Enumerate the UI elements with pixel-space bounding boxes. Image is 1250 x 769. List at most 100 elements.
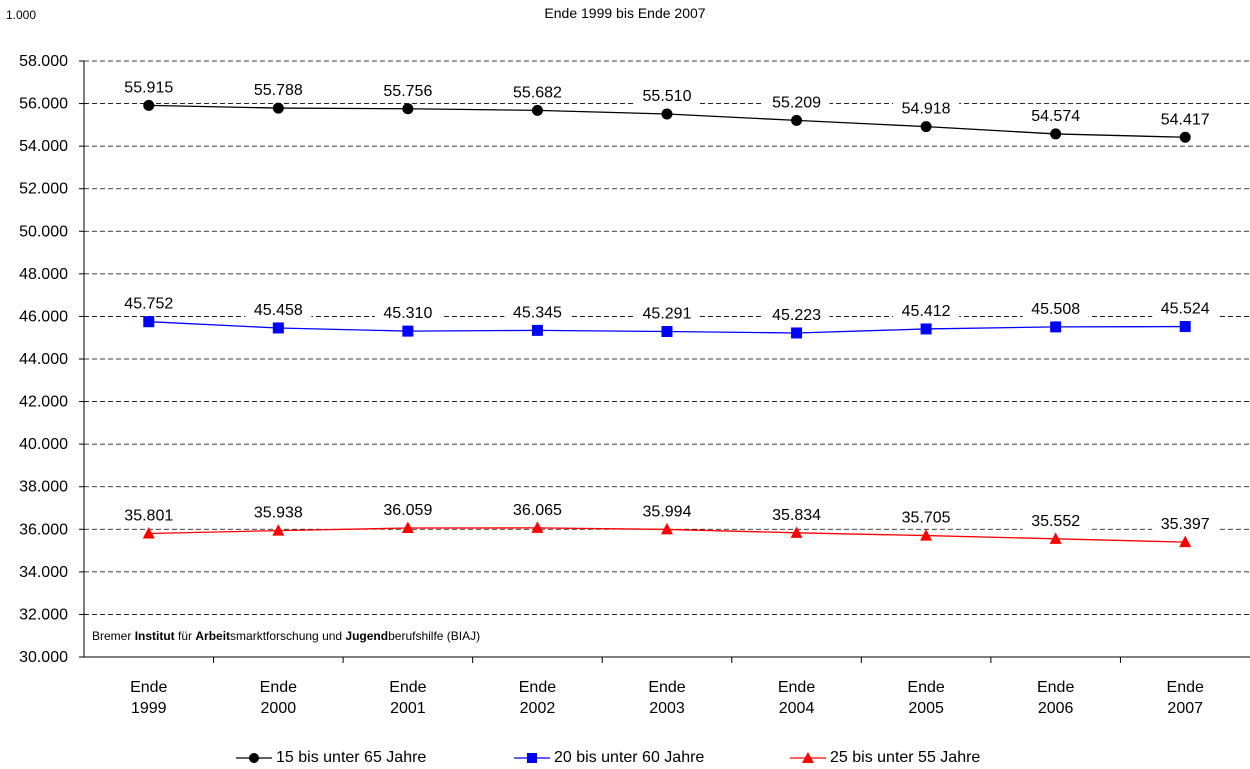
data-label-bg xyxy=(1022,508,1089,531)
y-tick-label: 52.000 xyxy=(19,181,68,198)
y-tick-label: 56.000 xyxy=(19,96,68,113)
source-text: Bremer xyxy=(92,629,135,643)
data-label: 55.510 xyxy=(643,88,692,105)
data-label: 54.918 xyxy=(902,101,951,118)
y-tick-label: 50.000 xyxy=(19,223,68,240)
data-label: 55.209 xyxy=(772,94,821,111)
data-label: 45.412 xyxy=(902,303,951,320)
data-point xyxy=(920,323,932,335)
data-label: 45.458 xyxy=(254,302,303,319)
data-label-bg xyxy=(893,298,960,321)
data-label: 45.508 xyxy=(1031,301,1080,318)
data-label: 45.223 xyxy=(772,307,821,324)
legend: 15 bis unter 65 Jahre 20 bis unter 60 Ja… xyxy=(0,749,1250,769)
data-label-bg xyxy=(1022,296,1089,319)
legend-marker-circle-icon xyxy=(236,753,272,763)
data-point xyxy=(1050,128,1062,140)
y-tick-label: 46.000 xyxy=(19,308,68,325)
x-tick-label-line: 2001 xyxy=(390,700,426,717)
source-text: für xyxy=(174,629,196,643)
data-point xyxy=(272,322,284,334)
data-label: 54.574 xyxy=(1031,108,1080,125)
legend-label: 20 bis unter 60 Jahre xyxy=(554,749,705,766)
x-tick-label-line: Ende xyxy=(389,679,426,696)
data-label: 35.397 xyxy=(1161,516,1210,533)
source-bold-jugend: Jugend xyxy=(345,629,389,643)
data-label: 55.788 xyxy=(254,82,303,99)
legend-marker-triangle-icon xyxy=(790,752,826,763)
data-label-bg xyxy=(634,84,700,107)
data-label: 45.752 xyxy=(124,296,173,313)
source-note: Bremer Institut für Arbeitsmarktforschun… xyxy=(90,629,483,643)
data-label-bg xyxy=(374,498,441,521)
y-tick-label: 30.000 xyxy=(19,649,68,666)
x-tick-label-line: Ende xyxy=(778,679,815,696)
chart-title: Ende 1999 bis Ende 2007 xyxy=(544,5,706,21)
data-point xyxy=(1049,532,1062,544)
x-tick-label: Ende 2001 xyxy=(389,679,426,717)
x-tick-label-line: Ende xyxy=(519,679,556,696)
y-tick-label: 32.000 xyxy=(19,606,68,623)
legend-label: 25 bis unter 55 Jahre xyxy=(830,749,981,766)
data-point xyxy=(661,108,673,120)
data-label: 54.417 xyxy=(1161,111,1210,128)
x-tick-label: Ende 2000 xyxy=(260,679,297,717)
data-point xyxy=(143,316,155,328)
source-bold-arbeit: Arbeit xyxy=(195,629,231,643)
y-tick-label: 34.000 xyxy=(19,564,68,581)
data-label-bg xyxy=(245,500,312,523)
data-point xyxy=(791,327,803,339)
data-label-bg xyxy=(115,75,182,98)
x-tick-label-line: Ende xyxy=(1167,679,1204,696)
data-point xyxy=(790,526,803,538)
data-label-bg xyxy=(1152,512,1219,535)
x-tick-label-line: 2006 xyxy=(1038,700,1074,717)
data-point xyxy=(272,524,285,536)
unit-label: 1.000 xyxy=(6,8,37,22)
data-point xyxy=(272,102,284,114)
data-point xyxy=(143,99,155,111)
data-label-bg xyxy=(504,80,571,103)
y-tick-label: 38.000 xyxy=(19,479,68,496)
data-point xyxy=(920,121,932,133)
data-point xyxy=(661,326,673,338)
data-point xyxy=(661,522,673,535)
x-tick-label-line: 2003 xyxy=(649,700,685,717)
x-tick-label: Ende 2003 xyxy=(648,679,685,717)
data-label-bg xyxy=(634,499,700,522)
data-point xyxy=(401,521,414,534)
data-label: 35.938 xyxy=(254,505,303,522)
data-label: 45.310 xyxy=(383,305,432,322)
legend-marker-square-icon xyxy=(514,753,550,763)
data-point xyxy=(1179,321,1191,333)
x-tick-label: Ende 2005 xyxy=(907,679,944,717)
data-label: 55.756 xyxy=(383,83,432,100)
data-label: 55.915 xyxy=(124,79,173,96)
legend-label: 15 bis unter 65 Jahre xyxy=(276,749,427,766)
data-label: 55.682 xyxy=(513,84,562,101)
data-point xyxy=(1050,321,1062,333)
data-label: 35.994 xyxy=(643,503,692,520)
legend-item-series-0: 15 bis unter 65 Jahre xyxy=(236,749,426,767)
data-label-bg xyxy=(115,291,182,314)
legend-item-series-2: 25 bis unter 55 Jahre xyxy=(790,749,980,767)
data-point xyxy=(402,325,414,337)
x-tick-label-line: 1999 xyxy=(131,700,167,717)
data-label: 36.059 xyxy=(383,502,432,519)
x-tick-label: Ende 2007 xyxy=(1167,679,1204,717)
data-label-bg xyxy=(374,78,441,101)
y-tick-label: 44.000 xyxy=(19,351,68,368)
data-label-bg xyxy=(893,96,960,119)
data-label: 45.291 xyxy=(643,306,692,323)
x-tick-label: Ende 2002 xyxy=(519,679,556,717)
x-tick-label-line: 2005 xyxy=(908,700,944,717)
data-point xyxy=(531,521,544,533)
data-label-bg xyxy=(504,300,571,323)
source-text: smarktforschung und xyxy=(230,629,346,643)
data-label-bg xyxy=(504,497,571,520)
data-label-bg xyxy=(763,90,830,113)
data-point xyxy=(920,529,933,541)
legend-item-series-1: 20 bis unter 60 Jahre xyxy=(514,749,704,767)
data-point xyxy=(1179,535,1192,548)
data-label-bg xyxy=(1022,103,1089,126)
